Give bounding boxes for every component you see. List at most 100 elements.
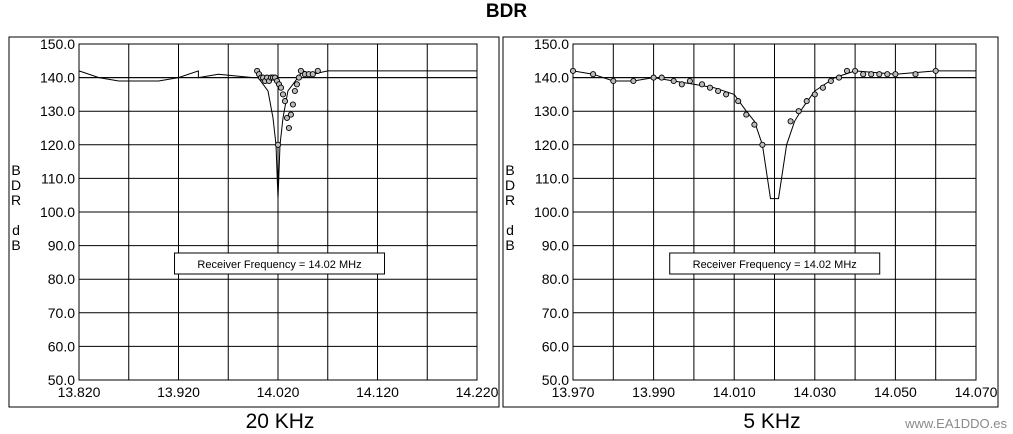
panel1-data-point-18 [795,108,802,115]
panel1-outer-frame [502,36,999,408]
panel0-data-point-16 [285,124,292,132]
panel1-y-tick-label-3: 80.0 [542,271,569,287]
panel0-x-tick-label-3: 14.120 [356,384,399,400]
panel1-data-point-10 [706,84,714,91]
panel0-y-tick-label-5: 100.0 [40,204,75,220]
panel1-y-tick-label-6: 110.0 [535,170,569,186]
panel1-data-point-19 [803,98,810,105]
panel1-x-tick-label-0: 13.970 [552,384,595,400]
panel1-data-point-28 [876,71,883,78]
chart-title: BDR [485,1,528,22]
panel1-y-tick-label-4: 90.0 [542,238,569,254]
panel0-annotation-box [174,252,386,275]
panel0-data-point-20 [291,87,298,95]
panel0-data-point-12 [277,84,285,91]
panel1-data-point-21 [819,84,826,91]
panel0-data-point-13 [279,91,287,98]
panel-label-20khz: 20 KHz [245,410,315,433]
panel1-data-point-15 [751,121,758,128]
panel0-data-point-21 [293,81,300,88]
panel1-y-tick-label-5: 100.0 [534,204,569,220]
panel0-y-axis-label-0: B [11,162,20,178]
panel0-y-axis-label-1: D [11,177,21,193]
panel1-y-axis-label-4: d [506,222,514,238]
panel1-data-point-8 [686,77,693,85]
panel0-data-point-23 [297,67,304,74]
panel1-y-axis-label-1: D [505,177,515,193]
panel1-data-point-26 [860,71,867,78]
panel1-data-point-25 [852,67,859,74]
panel0-x-tick-label-0: 13.820 [58,384,101,400]
panel0-data-point-22 [295,74,302,81]
panel0-data-point-19 [289,101,296,108]
panel1-data-point-1 [590,71,597,78]
panel1-annotation-text: Receiver Frequency = 14.02 MHz [693,259,857,271]
panel0-y-tick-label-0: 50.0 [48,372,75,388]
panel1-y-tick-label-8: 130.0 [534,103,569,119]
panel0-data-point-27 [314,67,321,74]
panel1-data-point-13 [735,98,742,105]
panel1-plot-frame [572,43,977,381]
panel0-y-tick-label-4: 90.0 [48,238,75,254]
watermark-text: www.EA1DDO.es [905,416,1007,431]
panel0-y-tick-label-9: 140.0 [40,70,75,86]
panel1-x-tick-label-2: 14.010 [713,384,756,400]
panel1-data-point-30 [892,71,899,78]
panel1-data-point-17 [787,118,794,125]
panel0-x-tick-label-4: 14.220 [456,384,499,400]
panel1-data-point-24 [843,67,851,74]
panel1-y-tick-label-7: 120.0 [534,137,569,153]
panel0-y-tick-label-10: 150.0 [40,36,75,52]
panel0-annotation-text: Receiver Frequency = 14.02 MHz [197,259,361,271]
panel0-data-point-17 [274,141,282,148]
panel1-y-tick-label-2: 70.0 [542,305,569,321]
panel1-data-point-6 [670,77,677,85]
panel1-data-point-2 [610,77,617,85]
panel1-data-point-29 [884,71,891,78]
panel1-y-tick-label-9: 140.0 [534,70,569,86]
panel1-x-tick-label-3: 14.030 [793,384,836,400]
panel1-data-point-20 [811,91,818,98]
panel0-outer-frame [8,36,500,408]
panel0-y-axis-label-4: d [12,222,20,238]
panel0-y-axis-label-5: B [11,237,20,253]
panel-label-5khz: 5 KHz [743,410,801,433]
panel1-y-axis-label-0: B [505,162,514,178]
panel0-x-tick-label-1: 13.920 [157,384,200,400]
panel1-data-point-3 [630,77,637,85]
panel1-data-point-5 [658,74,665,81]
panel1-data-point-12 [723,91,730,98]
panel0-data-point-15 [283,114,291,121]
panel1-data-point-16 [759,141,766,148]
panel1-data-point-23 [835,74,843,81]
panel0-y-tick-label-7: 120.0 [40,137,75,153]
panel1-data-point-22 [827,77,834,85]
panel0-y-tick-label-8: 130.0 [40,103,75,119]
panel1-data-point-27 [868,71,875,78]
panel0-x-tick-label-2: 14.020 [257,384,300,400]
panel1-data-point-9 [698,81,706,88]
panel0-data-point-18 [287,111,294,118]
panel1-data-point-4 [650,74,657,81]
panel0-y-tick-label-1: 60.0 [48,338,75,354]
panel0-data-point-14 [281,98,289,105]
panel1-data-point-0 [569,67,577,74]
panel0-y-tick-label-3: 80.0 [48,271,75,287]
panel1-y-tick-label-10: 150.0 [534,36,569,52]
panel1-data-point-32 [932,67,939,74]
panel1-annotation-box [669,252,881,275]
panel1-y-axis-label-5: B [505,237,514,253]
panel1-data-point-14 [743,111,750,118]
panel1-y-axis-label-2: R [505,192,515,208]
panel1-data-point-11 [715,87,722,95]
panel1-data-point-31 [912,71,919,78]
panel0-y-tick-label-6: 110.0 [41,170,75,186]
panel1-y-tick-label-1: 60.0 [542,338,569,354]
panel1-data-point-7 [678,81,685,88]
panel0-y-axis-label-2: R [11,192,21,208]
panel1-x-tick-label-4: 14.050 [874,384,917,400]
panel0-y-tick-label-2: 70.0 [48,305,75,321]
panel1-y-tick-label-0: 50.0 [542,372,569,388]
panel0-data-point-26 [309,71,316,78]
panel1-x-tick-label-1: 13.990 [632,384,675,400]
